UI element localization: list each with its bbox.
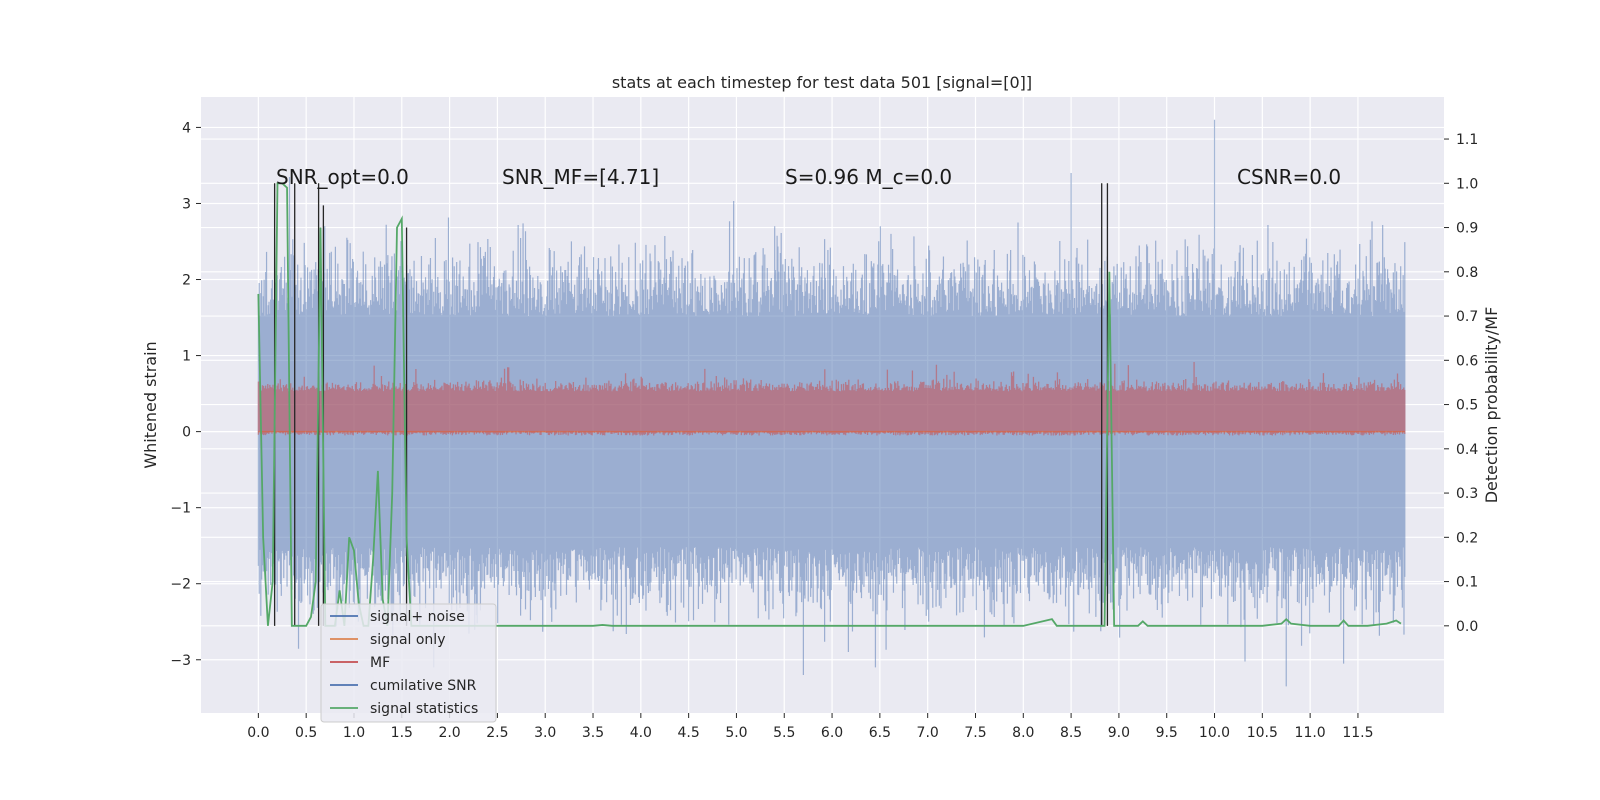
annotations: SNR_opt=0.0 SNR_MF=[4.71] S=0.96 M_c=0.0… bbox=[276, 165, 1341, 189]
x-tick-label: 6.0 bbox=[821, 725, 843, 741]
y-tick-label-right: 0.6 bbox=[1456, 353, 1478, 369]
y-tick-label-left: 1 bbox=[182, 349, 191, 365]
mf-band-path bbox=[257, 362, 1406, 436]
y-tick-label-right: 0.4 bbox=[1456, 442, 1478, 458]
legend-label: cumilative SNR bbox=[370, 678, 477, 694]
y-axis-left-ticks: −3 −2 −1 0 1 2 3 4 bbox=[170, 120, 201, 669]
y-tick-label-left: 2 bbox=[182, 273, 191, 289]
legend-label: signal only bbox=[370, 632, 445, 648]
y-tick-label-right: 0.0 bbox=[1456, 619, 1478, 635]
x-tick-label: 6.5 bbox=[869, 725, 891, 741]
y-tick-label-right: 0.3 bbox=[1456, 486, 1478, 502]
y-tick-label-right: 0.9 bbox=[1456, 221, 1478, 237]
y-tick-label-left: 4 bbox=[182, 120, 191, 136]
annotation-s-mc: S=0.96 M_c=0.0 bbox=[785, 165, 952, 189]
x-tick-label: 9.0 bbox=[1108, 725, 1130, 741]
x-tick-label: 8.0 bbox=[1012, 725, 1034, 741]
y-tick-label-right: 0.1 bbox=[1456, 575, 1478, 591]
x-tick-label: 3.5 bbox=[582, 725, 604, 741]
x-tick-label: 11.0 bbox=[1295, 725, 1326, 741]
y-tick-label-left: −1 bbox=[170, 501, 191, 517]
x-tick-label: 9.5 bbox=[1156, 725, 1178, 741]
x-tick-label: 0.5 bbox=[295, 725, 317, 741]
series-mf bbox=[257, 362, 1406, 436]
x-tick-label: 5.0 bbox=[725, 725, 747, 741]
y-tick-label-right: 0.5 bbox=[1456, 398, 1478, 414]
y-tick-label-left: −2 bbox=[170, 577, 191, 593]
y-tick-label-right: 1.1 bbox=[1456, 132, 1478, 148]
x-tick-label: 3.0 bbox=[534, 725, 556, 741]
annotation-csnr: CSNR=0.0 bbox=[1237, 165, 1341, 189]
legend-label: signal statistics bbox=[370, 701, 478, 717]
x-tick-label: 0.0 bbox=[247, 725, 269, 741]
x-tick-label: 1.5 bbox=[391, 725, 413, 741]
legend-label: signal+ noise bbox=[370, 609, 465, 625]
y-tick-label-right: 0.7 bbox=[1456, 309, 1478, 325]
y-tick-label-left: 3 bbox=[182, 196, 191, 212]
annotation-snr-opt: SNR_opt=0.0 bbox=[276, 165, 409, 189]
x-tick-label: 10.5 bbox=[1247, 725, 1278, 741]
x-tick-label: 8.5 bbox=[1060, 725, 1082, 741]
x-axis-ticks: 0.0 0.5 1.0 1.5 2.0 2.5 3.0 3.5 4.0 4.5 5.0 5.5 6.0 6… bbox=[247, 713, 1374, 741]
annotation-snr-mf: SNR_MF=[4.71] bbox=[502, 165, 659, 189]
plot-content bbox=[257, 119, 1406, 687]
x-tick-label: 2.0 bbox=[438, 725, 460, 741]
x-tick-label: 4.0 bbox=[630, 725, 652, 741]
y-tick-label-right: 0.2 bbox=[1456, 530, 1478, 546]
x-tick-label: 1.0 bbox=[343, 725, 365, 741]
x-tick-label: 7.5 bbox=[964, 725, 986, 741]
x-tick-label: 2.5 bbox=[486, 725, 508, 741]
y-axis-right-ticks: 0.0 0.1 0.2 0.3 0.4 0.5 0.6 0.7 0.8 0.9 1.0 1.1 bbox=[1444, 132, 1478, 635]
x-tick-label: 11.5 bbox=[1342, 725, 1373, 741]
x-tick-label: 5.5 bbox=[773, 725, 795, 741]
x-tick-label: 10.0 bbox=[1199, 725, 1230, 741]
y-axis-left-label: Whitened strain bbox=[141, 341, 160, 468]
y-tick-label-left: 0 bbox=[182, 425, 191, 441]
legend-box bbox=[320, 603, 497, 723]
legend-label: MF bbox=[370, 655, 390, 671]
y-tick-label-right: 0.8 bbox=[1456, 265, 1478, 281]
y-tick-label-right: 1.0 bbox=[1456, 176, 1478, 192]
chart-title: stats at each timestep for test data 501… bbox=[612, 73, 1032, 92]
y-tick-label-left: −3 bbox=[170, 653, 191, 669]
x-tick-label: 7.0 bbox=[917, 725, 939, 741]
x-tick-label: 4.5 bbox=[678, 725, 700, 741]
y-axis-right-label: Detection probability/MF bbox=[1482, 307, 1501, 504]
legend: signal+ noise signal only MF cumilative SNR… bbox=[320, 603, 497, 723]
